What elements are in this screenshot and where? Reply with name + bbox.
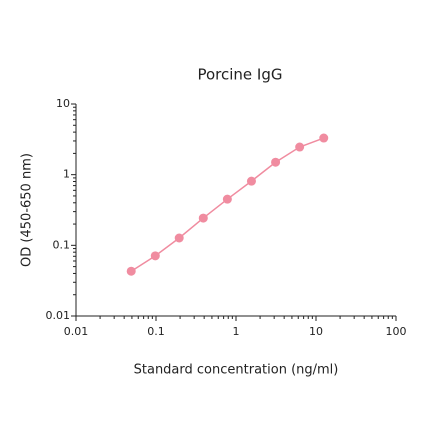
x-tick-label: 1 bbox=[233, 325, 240, 338]
data-point bbox=[222, 194, 232, 204]
y-tick-label: 0.01 bbox=[46, 309, 71, 322]
chart-title: Porcine IgG bbox=[197, 66, 282, 84]
series-line bbox=[130, 137, 325, 272]
data-point bbox=[295, 142, 305, 152]
y-tick-label: 1 bbox=[63, 168, 70, 181]
y-tick-label: 0.1 bbox=[53, 238, 71, 251]
y-axis-label: OD (450-650 nm) bbox=[20, 153, 35, 267]
data-point bbox=[246, 176, 256, 186]
x-tick-label: 0.1 bbox=[147, 325, 165, 338]
x-axis-label: Standard concentration (ng/ml) bbox=[134, 363, 339, 378]
data-point bbox=[319, 133, 329, 143]
data-point bbox=[271, 157, 281, 167]
data-point bbox=[150, 251, 160, 261]
data-point bbox=[174, 233, 184, 243]
x-tick-label: 100 bbox=[386, 325, 407, 338]
x-tick-label: 10 bbox=[309, 325, 323, 338]
y-tick-label: 10 bbox=[56, 97, 70, 110]
x-tick-label: 0.01 bbox=[64, 325, 89, 338]
data-point bbox=[198, 213, 208, 223]
data-point bbox=[126, 266, 136, 276]
